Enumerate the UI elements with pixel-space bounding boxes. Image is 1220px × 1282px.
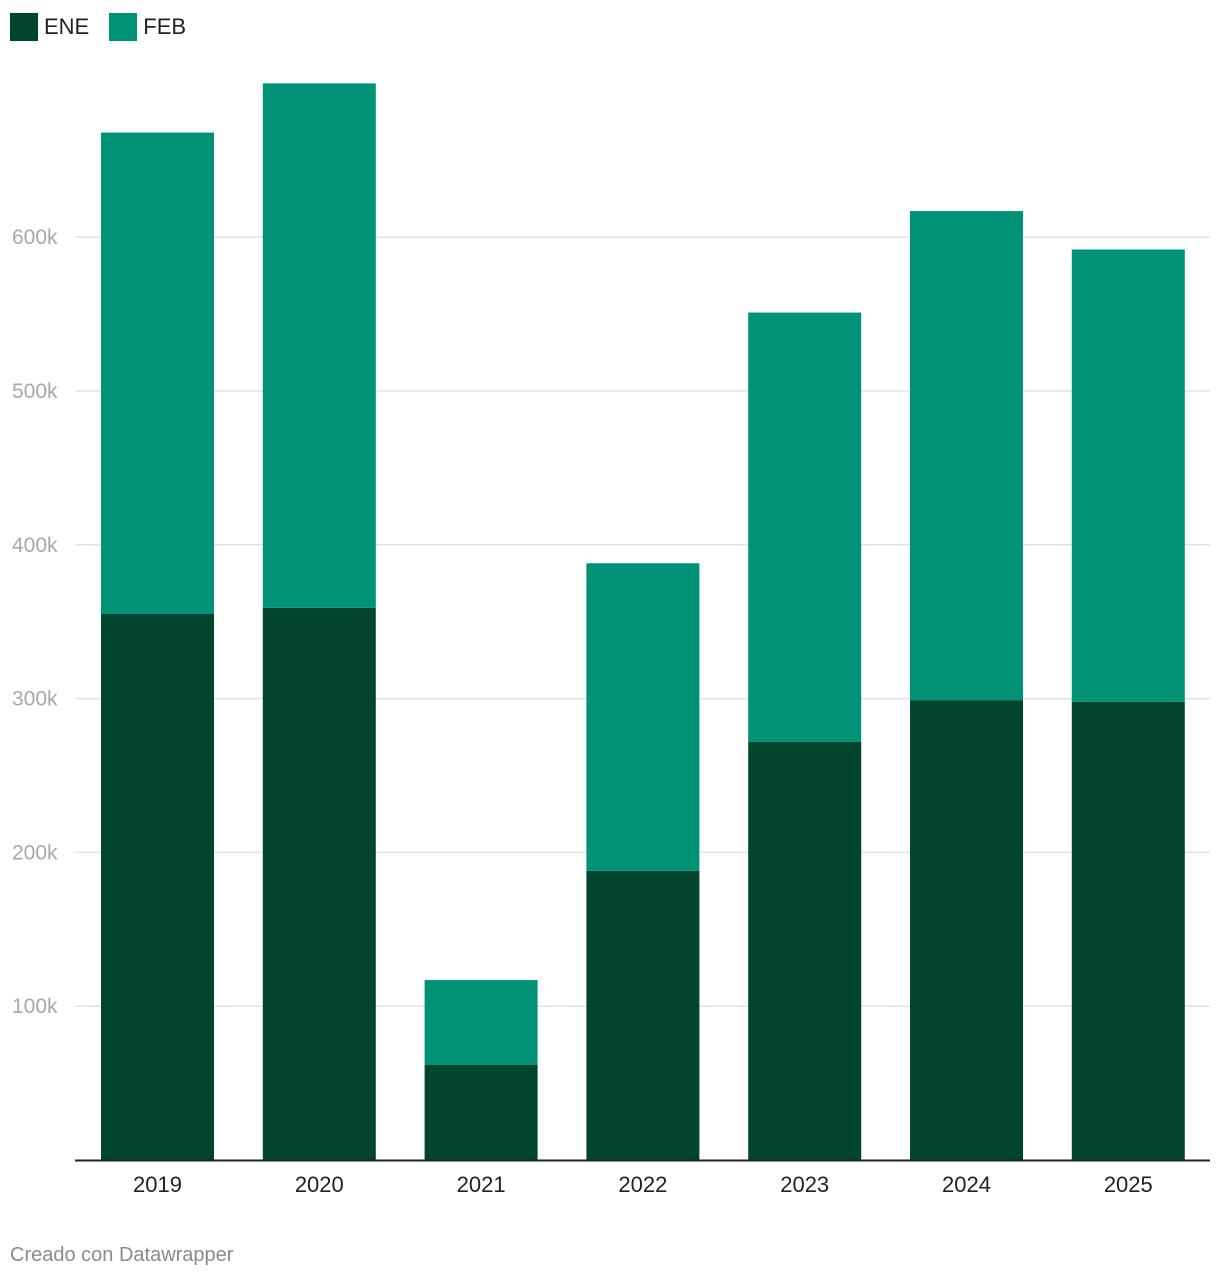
legend-item-feb: FEB <box>109 13 186 41</box>
bar-2022-feb <box>586 563 700 871</box>
bar-2024-feb <box>910 211 1023 701</box>
bar-2020-ene <box>262 607 376 1160</box>
bar-2021-feb <box>424 980 538 1065</box>
y-axis-ticks: 100k 200k 300k 400k 500k 600k <box>12 226 58 1018</box>
bar-2023-ene <box>748 741 862 1160</box>
x-tick-2019: 2019 <box>133 1172 182 1197</box>
bar-2020-feb <box>262 83 376 608</box>
legend-item-ene: ENE <box>10 13 89 41</box>
bar-2025-ene <box>1071 701 1185 1160</box>
bar-2021-ene <box>424 1064 538 1160</box>
bar-2019-feb <box>101 132 214 615</box>
y-tick-400k: 400k <box>12 534 58 557</box>
x-tick-2025: 2025 <box>1104 1172 1153 1197</box>
bar-2024-ene <box>910 700 1023 1160</box>
bar-2022-ene <box>586 870 700 1160</box>
x-tick-2021: 2021 <box>457 1172 506 1197</box>
y-tick-200k: 200k <box>12 841 58 864</box>
y-tick-100k: 100k <box>12 995 58 1018</box>
legend-swatch-feb <box>109 13 138 41</box>
legend-label-feb: FEB <box>143 14 187 39</box>
y-tick-600k: 600k <box>12 226 58 249</box>
legend-swatch-ene <box>10 13 38 41</box>
credit-footer: Creado con Datawrapper <box>10 1244 234 1266</box>
legend: ENE FEB <box>10 12 206 42</box>
bars <box>101 83 1185 1160</box>
x-tick-2020: 2020 <box>295 1172 344 1197</box>
bar-2025-feb <box>1071 249 1185 702</box>
y-tick-300k: 300k <box>12 688 58 711</box>
x-tick-2024: 2024 <box>942 1172 991 1197</box>
bar-2023-feb <box>748 312 862 742</box>
x-axis-ticks: 2019 2020 2021 2022 2023 2024 2025 <box>133 1172 1153 1197</box>
legend-label-ene: ENE <box>44 14 90 39</box>
y-tick-500k: 500k <box>12 380 58 403</box>
bar-2019-ene <box>101 614 214 1160</box>
x-tick-2022: 2022 <box>618 1172 667 1197</box>
x-tick-2023: 2023 <box>780 1172 829 1197</box>
